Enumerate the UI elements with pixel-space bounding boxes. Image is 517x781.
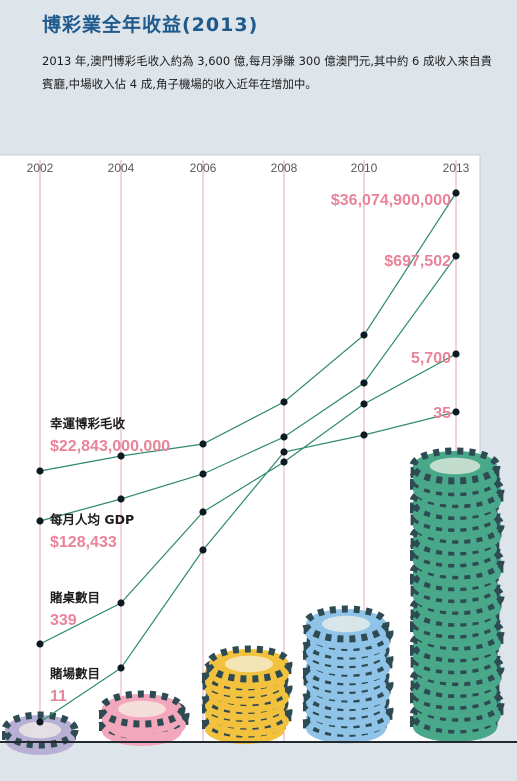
chip-center xyxy=(429,457,481,475)
point-casinos-2010 xyxy=(360,431,368,439)
chip-stacks xyxy=(1,447,505,755)
series-end-label-tables: 5,700 xyxy=(411,350,451,367)
series-start-label-revenue: $22,843,000,000 xyxy=(50,438,170,455)
point-gdp-2004 xyxy=(117,495,125,503)
series-labels: 幸運博彩毛收 $22,843,000,000 $36,074,900,000 每月人均… xyxy=(49,192,451,705)
chip-rim xyxy=(413,613,505,651)
x-tick-2010: 2010 xyxy=(351,161,378,175)
series-end-label-revenue: $36,074,900,000 xyxy=(331,192,451,209)
chip-stripe xyxy=(491,692,498,704)
series-start-label-tables: 339 xyxy=(50,612,77,629)
chip-rim xyxy=(413,578,505,615)
chip-stack-1 xyxy=(1,711,79,755)
chip-rim xyxy=(413,506,505,544)
series-line-casinos xyxy=(39,411,457,723)
point-gdp-2002 xyxy=(36,517,44,525)
point-gdp-2006 xyxy=(199,470,207,478)
series-line-gdp xyxy=(39,255,457,522)
chip xyxy=(409,447,501,493)
series-name-casinos: 賭場數目 xyxy=(49,666,100,681)
series-name-tables: 賭桌數目 xyxy=(49,590,100,605)
chip-rim xyxy=(302,605,390,643)
point-tables-2008 xyxy=(280,458,288,466)
point-casinos-2004 xyxy=(117,664,125,672)
point-tables-2013 xyxy=(452,350,460,358)
chip-rim xyxy=(1,711,79,749)
point-casinos-2006 xyxy=(199,546,207,554)
chip-center xyxy=(322,615,370,633)
chip xyxy=(302,605,390,649)
chip-center xyxy=(225,655,273,673)
series-end-label-gdp: $697,502 xyxy=(384,253,451,270)
chip xyxy=(98,690,186,734)
point-revenue-2013 xyxy=(452,189,460,197)
chip-stripe xyxy=(495,597,502,609)
chip xyxy=(205,645,293,689)
series-line-revenue xyxy=(39,192,457,472)
series-end-label-casinos: 35 xyxy=(433,405,451,422)
chip-center xyxy=(118,700,166,718)
series-start-label-gdp: $128,433 xyxy=(50,534,117,551)
point-casinos-2002 xyxy=(36,718,44,726)
intro-text: 2013 年,澳門博彩毛收入約為 3,600 億,每月淨賺 300 億澳門元,其… xyxy=(42,54,493,91)
point-gdp-2008 xyxy=(280,433,288,441)
x-tick-2006: 2006 xyxy=(190,161,217,175)
chip-rim xyxy=(409,447,501,485)
chip-rim xyxy=(413,649,505,687)
point-revenue-2004 xyxy=(117,452,125,460)
x-tick-2004: 2004 xyxy=(108,161,135,175)
chip-center xyxy=(19,721,61,739)
chip-stack-5 xyxy=(409,447,505,742)
series-name-gdp: 每月人均 GDP xyxy=(50,512,134,527)
chip xyxy=(1,711,79,755)
chip-stack-3 xyxy=(201,645,293,745)
point-tables-2006 xyxy=(199,508,207,516)
point-gdp-2013 xyxy=(452,252,460,260)
point-revenue-2002 xyxy=(36,467,44,475)
point-tables-2004 xyxy=(117,599,125,607)
point-casinos-2013 xyxy=(452,408,460,416)
series-lines xyxy=(36,189,460,726)
x-tick-2008: 2008 xyxy=(271,161,298,175)
chip-stripe xyxy=(491,621,498,633)
x-tick-2002: 2002 xyxy=(27,161,54,175)
point-revenue-2006 xyxy=(199,440,207,448)
chip-rim xyxy=(413,471,505,509)
chip-stack-2 xyxy=(98,690,190,746)
point-casinos-2008 xyxy=(280,448,288,456)
series-name-revenue: 幸運博彩毛收 xyxy=(50,416,126,431)
point-tables-2010 xyxy=(360,400,368,408)
chip-rim xyxy=(413,542,505,580)
chip-stripe xyxy=(491,550,498,561)
plot-background xyxy=(0,155,480,742)
chip-rim xyxy=(413,684,505,722)
point-revenue-2010 xyxy=(360,331,368,339)
series-line-tables xyxy=(39,353,457,645)
point-gdp-2010 xyxy=(360,379,368,387)
x-tick-labels: 2002 2004 2006 2008 2010 2013 xyxy=(27,161,470,175)
chart-title: 博彩業全年收益(2013) xyxy=(42,14,259,36)
chip-rim xyxy=(205,645,293,683)
x-tick-2013: 2013 xyxy=(443,161,470,175)
chip-rim xyxy=(98,690,186,728)
chip-stripe xyxy=(495,526,502,538)
chip-stack-4 xyxy=(302,605,394,744)
chip-stripe xyxy=(495,668,502,680)
point-revenue-2008 xyxy=(280,398,288,406)
chip-stripe xyxy=(491,478,498,490)
point-tables-2002 xyxy=(36,640,44,648)
series-start-label-casinos: 11 xyxy=(50,688,67,705)
